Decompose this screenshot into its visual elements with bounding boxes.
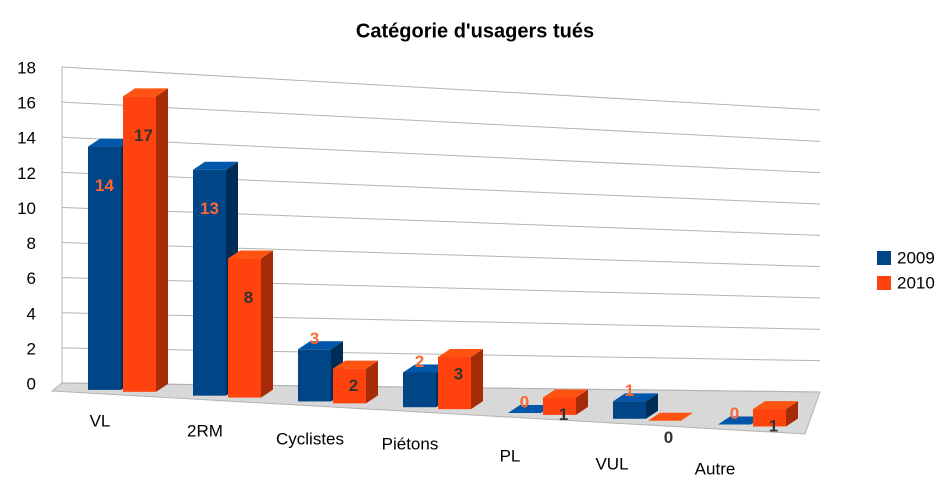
data-label: 1 — [769, 417, 778, 436]
bar-side — [646, 393, 658, 419]
bar-front — [228, 258, 261, 398]
bar-front — [123, 96, 156, 392]
bar-front — [753, 409, 786, 427]
bar-side — [786, 401, 798, 427]
bar-top — [403, 364, 448, 373]
grid-line — [61, 171, 821, 205]
x-tick-label: Cyclistes — [276, 429, 344, 448]
x-tick-label: Piétons — [382, 434, 439, 453]
y-tick-label: 18 — [17, 58, 36, 77]
bar-front — [613, 401, 646, 419]
bar-top — [753, 401, 798, 410]
bar — [123, 88, 168, 392]
bar-top — [648, 412, 693, 421]
x-tick-label: PL — [500, 446, 521, 465]
data-label: 2 — [415, 352, 424, 371]
data-label: 3 — [454, 364, 463, 383]
data-label: 3 — [310, 329, 319, 348]
data-label: 13 — [200, 199, 219, 218]
y-tick-label: 0 — [27, 374, 36, 393]
grid-line — [61, 242, 821, 268]
bar — [333, 360, 378, 404]
bar-top — [88, 138, 133, 147]
y-tick-label: 12 — [17, 164, 36, 183]
grid-line — [61, 206, 821, 236]
data-label: 1 — [559, 405, 568, 424]
grid-line — [61, 312, 821, 330]
x-tick-label: VL — [90, 411, 111, 430]
data-label: 0 — [730, 404, 739, 423]
grid-line — [61, 66, 821, 111]
bar — [648, 412, 693, 421]
x-tick-label: 2RM — [187, 421, 223, 440]
y-tick-label: 8 — [27, 234, 36, 253]
bar-side — [156, 88, 168, 392]
bar-top — [123, 88, 168, 97]
legend-swatch — [877, 251, 891, 265]
bar-front — [88, 146, 121, 390]
bar-side — [576, 389, 588, 415]
data-label: 17 — [134, 126, 153, 145]
data-label: 0 — [520, 392, 529, 411]
bar-top — [508, 404, 553, 413]
bar-top — [333, 360, 378, 369]
chart-title: Catégorie d'usagers tués — [356, 20, 594, 42]
bar — [613, 393, 658, 419]
bar-top — [613, 393, 658, 402]
data-label: 8 — [244, 288, 253, 307]
bar-front — [543, 397, 576, 415]
x-tick-label: VUL — [595, 454, 628, 473]
data-label: 0 — [664, 428, 673, 447]
bar-front — [403, 372, 436, 408]
bar-top — [543, 389, 588, 398]
y-tick-label: 14 — [17, 129, 36, 148]
bar — [228, 250, 273, 398]
y-tick-label: 4 — [27, 304, 36, 323]
bar-front — [333, 368, 366, 404]
bar — [543, 389, 588, 415]
grid-line — [61, 277, 821, 299]
legend-label: 2009 — [897, 248, 935, 267]
grid-line — [61, 347, 821, 362]
legend-swatch — [877, 276, 891, 290]
bar-top — [193, 161, 238, 170]
bar — [508, 404, 553, 413]
bar-front — [438, 357, 471, 410]
y-tick-label: 10 — [17, 199, 36, 218]
data-label: 14 — [95, 176, 114, 195]
y-tick-label: 16 — [17, 94, 36, 113]
y-tick-label: 6 — [27, 269, 36, 288]
bar-side — [366, 360, 378, 404]
legend-label: 2010 — [897, 273, 935, 292]
bar-top — [438, 349, 483, 357]
bar-side — [261, 250, 273, 398]
y-tick-label: 2 — [27, 339, 36, 358]
bar — [718, 416, 763, 425]
bar-top — [298, 341, 343, 350]
x-tick-label: Autre — [695, 459, 736, 477]
data-label: 2 — [349, 376, 358, 395]
bar-top — [718, 416, 763, 425]
data-label: 1 — [625, 381, 634, 400]
bar-top — [228, 250, 273, 259]
grid-line — [61, 101, 821, 142]
bar — [753, 401, 798, 427]
bar — [438, 349, 483, 410]
grid-line — [61, 136, 821, 174]
bar-side — [471, 349, 483, 410]
bar-front — [298, 349, 331, 402]
bar-front — [193, 169, 226, 396]
